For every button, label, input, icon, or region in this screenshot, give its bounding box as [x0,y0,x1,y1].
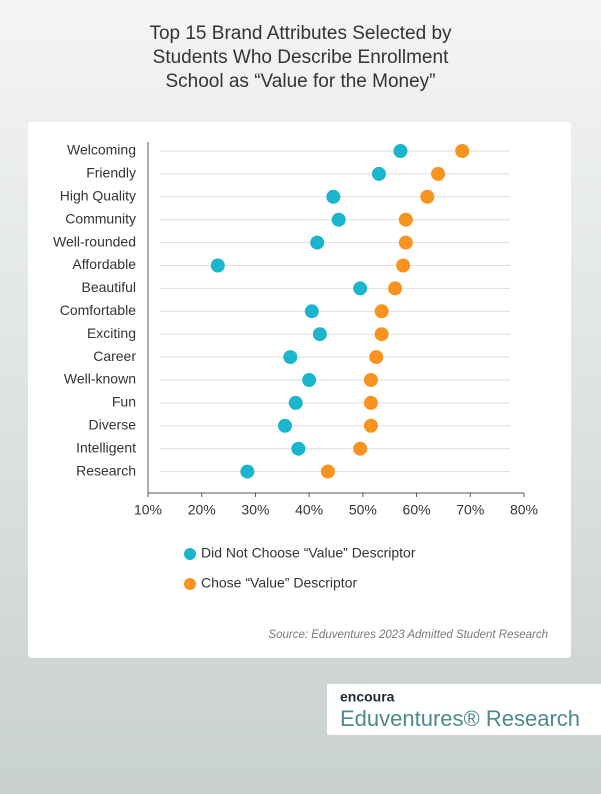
y-tick-label: High Quality [60,188,136,204]
dot [369,350,384,365]
y-tick-label: Beautiful [82,279,136,295]
dot [455,144,470,158]
dot [283,350,298,365]
x-tick-label: 40% [295,502,323,518]
y-tick-label: Well-rounded [53,233,136,249]
y-tick-label: Comfortable [60,302,136,318]
dot [210,258,225,273]
y-tick-label: Intelligent [76,439,136,455]
dot [302,373,317,387]
x-tick-label: 60% [403,502,431,518]
y-tick-label: Affordable [72,256,136,272]
x-tick-label: 20% [188,502,216,518]
dot [396,258,411,273]
dot [398,235,413,250]
dot [363,418,378,433]
x-tick-label: 50% [349,502,377,518]
y-tick-label: Friendly [86,165,136,181]
y-tick-label: Career [93,348,136,364]
dot [363,373,378,387]
y-tick-label: Research [76,462,136,478]
y-tick-label: Well-known [64,371,136,387]
legend-marker [184,548,196,560]
y-tick-label: Welcoming [67,142,136,158]
y-tick-label: Exciting [87,325,136,341]
dot [288,395,303,410]
card [28,122,571,658]
dot [431,166,446,181]
x-tick-label: 10% [134,502,162,518]
dot [310,235,325,250]
y-tick-label: Fun [112,394,136,410]
dot [326,189,341,204]
dot [291,441,306,456]
y-tick-label: Diverse [89,417,137,433]
y-tick-label: Community [65,210,136,226]
dot [420,189,435,204]
source: Source: Eduventures 2023 Admitted Studen… [268,629,548,641]
dot [277,418,292,433]
dot [374,304,389,319]
brand-name: Eduventures® Research [340,706,580,731]
dot [320,464,335,479]
dot [374,327,389,342]
x-tick-label: 70% [456,502,484,518]
x-tick-label: 80% [510,502,538,518]
dot [353,281,368,296]
logo: encoura [340,689,395,705]
x-tick-label: 30% [241,502,269,518]
dot [371,166,386,181]
logo-box [327,684,601,735]
dot [393,144,408,158]
dot [353,441,368,456]
dot [398,212,413,227]
legend-marker [184,578,196,590]
legend-label: Did Not Choose “Value” Descriptor [201,545,416,561]
legend-label: Chose “Value” Descriptor [201,575,357,591]
dot [240,464,255,479]
dot [363,395,378,410]
dot [312,327,327,342]
dot [331,212,346,227]
dot [304,304,319,319]
dot [388,281,403,296]
